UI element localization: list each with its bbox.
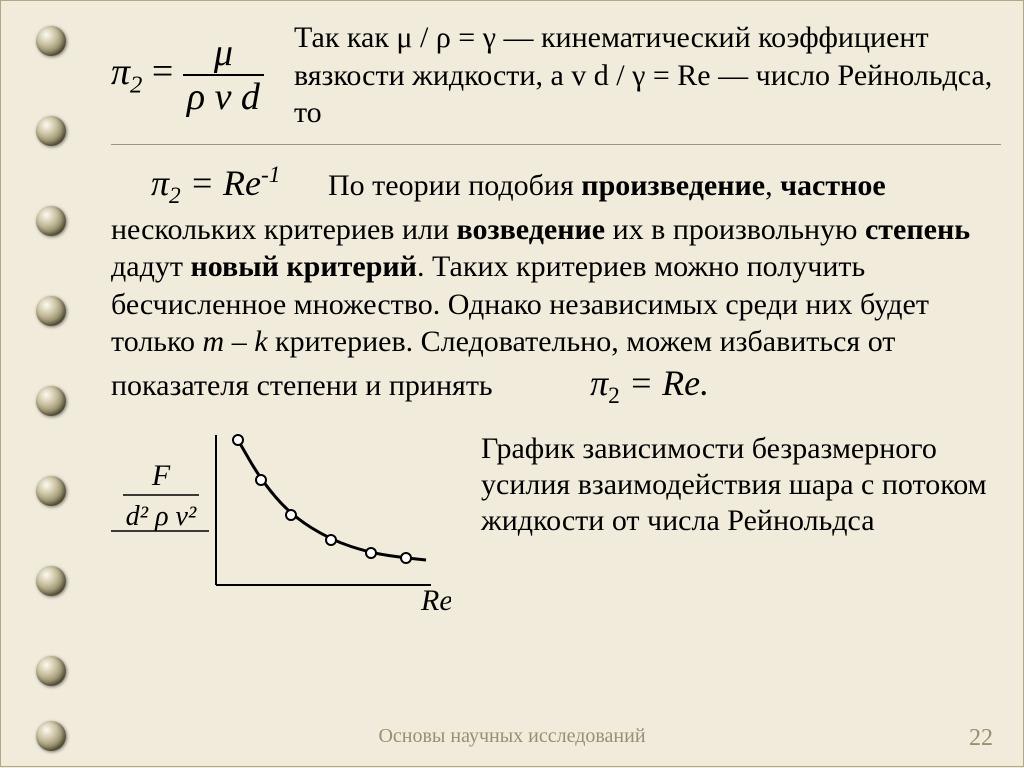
p2-t2: , (765, 169, 780, 202)
chart-reynolds: F d² ρ v² Re (111, 425, 451, 625)
eq1-lhs-sub: 2 (130, 72, 142, 99)
equation-pi2-fraction: π2 = μ ρ v d (111, 34, 264, 116)
eq1-lhs-sym: π (111, 51, 130, 93)
p2-b1: произведение (581, 169, 765, 202)
p2-mk: m – k (203, 325, 268, 358)
text-block-1: Так как μ / ρ = γ — кинематический коэфф… (294, 19, 1001, 132)
equation-pi2-re: π2 = Re. (590, 361, 709, 411)
footer-text: Основы научных исследований (1, 725, 1023, 748)
eq3-sub: 2 (608, 383, 620, 409)
chart-ylabel-num: F (151, 459, 171, 492)
eq3-rhs: = Re. (620, 363, 709, 403)
p2-t3: нескольких критериев или (111, 213, 457, 246)
eq3-lhs: π (590, 363, 608, 403)
paragraph-similarity-theory: π2 = Re-1 По теории подобия произведение… (111, 161, 1001, 412)
spiral-binding (16, 1, 86, 768)
eq1-numerator: μ (210, 34, 237, 74)
page-number: 22 (969, 725, 993, 752)
p2-b2: частное (780, 169, 886, 202)
eq1-equals: = (152, 51, 183, 93)
equation-pi2-re-inverse: π2 = Re-1 (151, 161, 281, 211)
p2-lead: По теории подобия (328, 169, 581, 202)
slide-content: π2 = μ ρ v d Так как μ / ρ = γ — кинемат… (111, 19, 1001, 625)
p2-b5: новый критерий (190, 250, 417, 283)
p2-t5: дадут (111, 250, 190, 283)
chart-markers (233, 435, 411, 563)
p2-t4: их в произвольную (605, 213, 865, 246)
eq1-denominator: ρ v d (183, 76, 264, 116)
chart-xlabel: Re (420, 584, 451, 617)
chart-ylabel-den: d² ρ v² (126, 501, 197, 532)
separator-line (111, 144, 1001, 145)
p2-b3: возведение (457, 213, 606, 246)
p2-b4: степень (865, 213, 970, 246)
chart-caption: График зависимости безразмерного усилия … (481, 425, 1001, 539)
